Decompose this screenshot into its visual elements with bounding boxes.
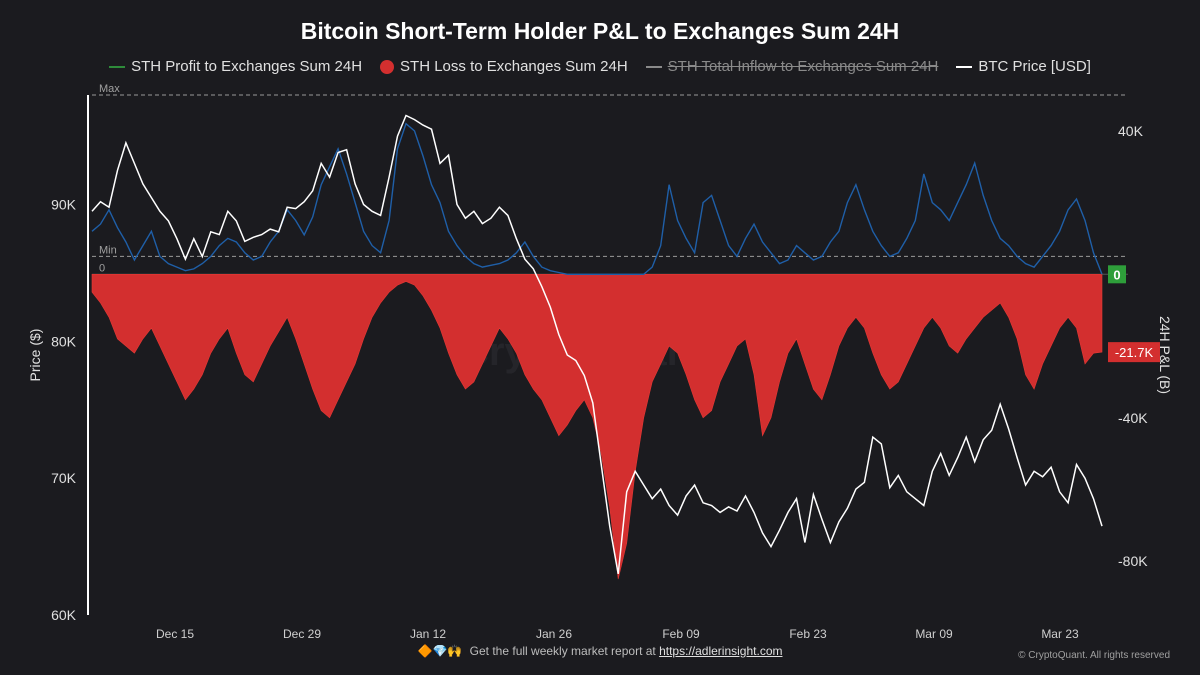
x-tick-label: Feb 09 [662,627,700,641]
zero-badge [1108,265,1126,284]
legend-item[interactable]: BTC Price [USD] [956,58,1091,75]
ref-line-label: 0 [99,262,105,274]
legend-item[interactable]: STH Loss to Exchanges Sum 24H [380,58,628,75]
legend-swatch [380,59,395,74]
right-tick-label: 40K [1118,123,1144,139]
current-loss-badge-label: -21.7K [1115,345,1154,360]
copyright: © CryptoQuant. All rights reserved [1018,650,1170,661]
ref-line-label: Max [99,83,120,95]
footer: 🔶💎🙌 Get the full weekly market report at… [0,644,1200,658]
chart-title: Bitcoin Short-Term Holder P&L to Exchang… [300,18,900,44]
footer-text: Get the full weekly market report at [469,644,656,658]
right-tick-label: -80K [1118,553,1148,569]
left-tick-label: 60K [51,607,77,623]
legend-item[interactable]: STH Total Inflow to Exchanges Sum 24H [645,58,939,75]
left-tick-label: 70K [51,470,77,486]
left-tick-label: 80K [51,333,77,349]
x-tick-label: Jan 26 [536,627,572,641]
x-tick-label: Mar 23 [1041,627,1079,641]
ref-line-label: Min [99,244,117,256]
x-tick-label: Jan 12 [410,627,446,641]
x-tick-label: Dec 15 [156,627,194,641]
zero-badge-label: 0 [1113,267,1120,282]
left-axis-label: Price ($) [27,329,43,382]
profit-line [91,122,1103,275]
legend-label: STH Loss to Exchanges Sum 24H [400,58,628,75]
legend-label: BTC Price [USD] [978,58,1091,75]
right-tick-label: -40K [1118,410,1148,426]
left-tick-label: 90K [51,196,77,212]
x-tick-label: Dec 29 [283,627,321,641]
legend-item[interactable]: STH Profit to Exchanges Sum 24H [109,58,362,75]
current-loss-badge [1108,342,1160,363]
legend: STH Profit to Exchanges Sum 24H STH Loss … [0,58,1200,75]
footer-link[interactable]: https://adlerinsight.com [659,644,783,658]
x-tick-label: Feb 23 [789,627,827,641]
x-tick-label: Mar 09 [915,627,953,641]
legend-swatch [109,65,126,68]
price-line [91,114,1103,575]
right-axis-label: 24H P&L (B) [1157,316,1173,394]
footer-emoji: 🔶💎🙌 [417,644,463,658]
legend-label: STH Profit to Exchanges Sum 24H [131,58,363,75]
legend-swatch [645,65,662,68]
legend-swatch [956,65,973,68]
loss-area [91,274,1103,580]
legend-label: STH Total Inflow to Exchanges Sum 24H [667,58,939,75]
